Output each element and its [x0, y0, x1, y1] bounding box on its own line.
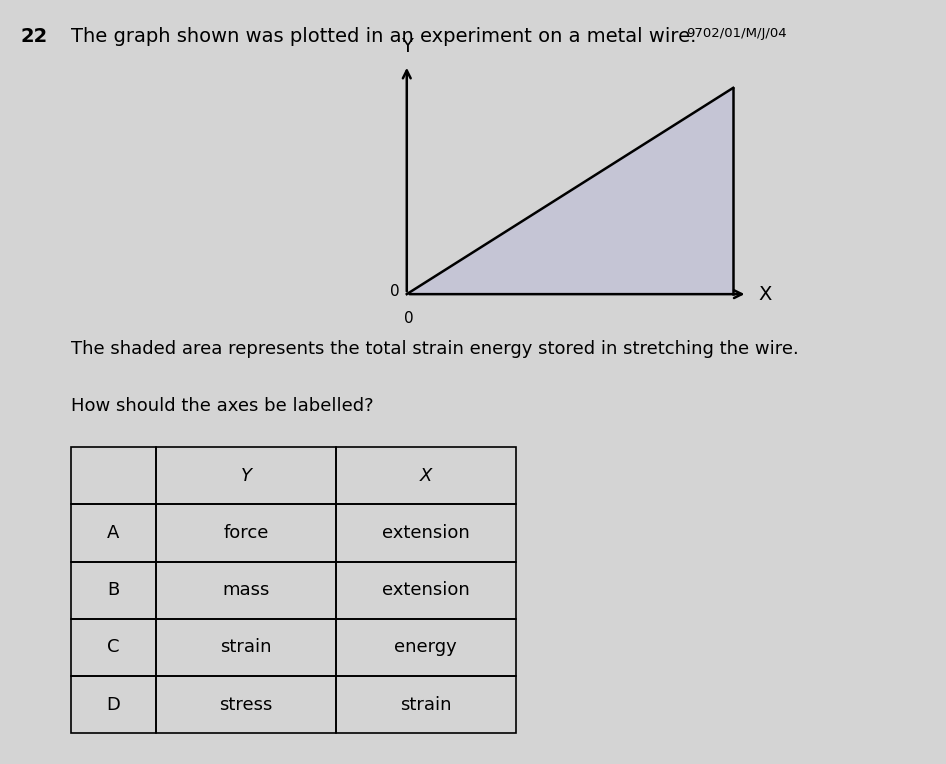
Text: D: D [107, 696, 120, 714]
Text: 22: 22 [21, 27, 48, 46]
Text: Y: Y [240, 467, 252, 484]
Bar [71, 562, 156, 619]
Text: B: B [108, 581, 119, 599]
Text: 0: 0 [404, 311, 413, 326]
Text: C: C [107, 639, 120, 656]
Text: The shaded area represents the total strain energy stored in stretching the wire: The shaded area represents the total str… [71, 340, 798, 358]
Bar [71, 447, 156, 504]
Text: stress: stress [219, 696, 272, 714]
Text: The graph shown was plotted in an experiment on a metal wire.: The graph shown was plotted in an experi… [71, 27, 696, 46]
Bar [336, 447, 516, 504]
Text: force: force [223, 524, 269, 542]
Bar [336, 504, 516, 562]
Text: A: A [107, 524, 120, 542]
Text: extension: extension [382, 581, 469, 599]
Bar [71, 504, 156, 562]
Bar [156, 676, 336, 733]
Text: Y: Y [401, 37, 412, 56]
Text: extension: extension [382, 524, 469, 542]
Text: X: X [419, 467, 432, 484]
Text: energy: energy [394, 639, 457, 656]
Text: strain: strain [400, 696, 451, 714]
Bar [156, 447, 336, 504]
Polygon shape [407, 88, 733, 294]
Bar [156, 562, 336, 619]
Bar [336, 619, 516, 676]
Bar [71, 619, 156, 676]
Bar [336, 562, 516, 619]
Bar [336, 676, 516, 733]
Text: How should the axes be labelled?: How should the axes be labelled? [71, 397, 374, 416]
Bar [156, 504, 336, 562]
Text: 0: 0 [390, 284, 399, 299]
Bar [71, 676, 156, 733]
Bar [156, 619, 336, 676]
Text: strain: strain [220, 639, 272, 656]
Text: X: X [759, 285, 772, 303]
Text: mass: mass [222, 581, 270, 599]
Text: 9702/01/M/J/04: 9702/01/M/J/04 [686, 27, 786, 40]
